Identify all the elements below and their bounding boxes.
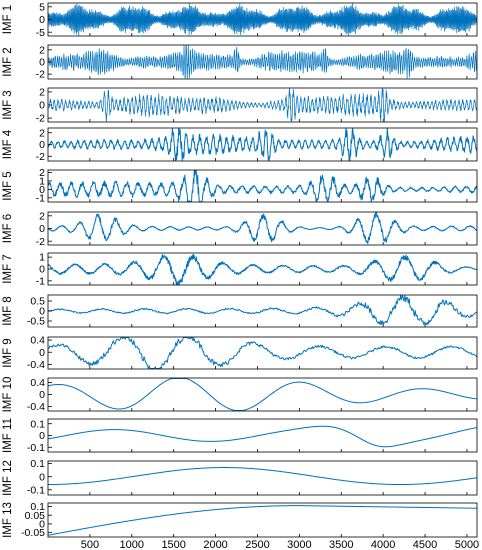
y-tick-label: 0 [39, 430, 45, 442]
imf-label: IMF 9 [2, 338, 14, 367]
panel-frame [47, 418, 478, 453]
y-tick-label: -2 [36, 113, 45, 125]
panel-frame [47, 502, 478, 538]
imf-panel-3: 20-2 IMF 3 [2, 87, 478, 125]
imf-label: IMF 5 [2, 171, 14, 200]
x-tick-label: 2500 [245, 539, 269, 550]
y-tick-label: 2 [39, 44, 45, 56]
y-tick-label: 0 [39, 471, 45, 483]
imf-label: IMF 3 [2, 90, 14, 119]
imf-signal-line [48, 378, 477, 411]
imf-panel-7: 10-1 IMF 7 [2, 252, 478, 287]
imf-signal-line [48, 337, 477, 369]
y-tick-label: -0.4 [27, 359, 45, 371]
imf-label: IMF 13 [2, 502, 14, 538]
imf-label: IMF 4 [2, 129, 14, 159]
y-tick-label: 0 [39, 139, 45, 151]
imf-label: IMF 8 [2, 296, 14, 325]
x-tick-label: 4000 [371, 539, 395, 550]
imf-signal-line [48, 128, 477, 161]
y-tick-label: 0 [39, 519, 45, 531]
y-tick-label: 0.5 [30, 296, 45, 308]
y-tick-label: -2 [36, 69, 45, 81]
imf-panel-10: 0.40-0.4 IMF 10 [2, 377, 478, 413]
y-tick-label: 0.4 [30, 377, 45, 389]
imf-panel-11: 0.10-0.1 IMF 11 [2, 418, 478, 454]
y-tick-label: 0 [39, 389, 45, 401]
y-tick-label: -2 [36, 151, 45, 163]
y-tick-label: 0.1 [30, 418, 45, 430]
imf-signal-line [48, 3, 477, 36]
y-tick-label: -0.4 [27, 401, 45, 413]
y-tick-label: 1 [39, 176, 45, 188]
y-tick-label: 2 [39, 167, 45, 179]
y-tick-label: -0.1 [27, 484, 45, 496]
imf-signal-line [48, 212, 477, 245]
imf-signal-line [48, 88, 477, 122]
y-tick-label: 0.1 [30, 501, 45, 513]
y-tick-label: -5 [36, 27, 45, 39]
y-tick-label: -0.05 [21, 527, 45, 539]
y-tick-label: 2 [39, 127, 45, 139]
y-tick-label: 0 [39, 14, 45, 26]
y-tick-label: 0 [39, 347, 45, 359]
x-tick-label: 2000 [203, 539, 227, 550]
imf-label: IMF 12 [2, 460, 14, 496]
x-tick-label: 1000 [120, 539, 144, 550]
y-tick-label: -0.1 [27, 442, 45, 454]
y-tick-label: 0.4 [30, 335, 45, 347]
imf-panel-6: 20-2 IMF 6 [2, 210, 478, 248]
imf-signal-line [48, 45, 477, 79]
imf-panel-12: 0.10-0.1 IMF 12 [2, 458, 478, 496]
imf-panel-13: 0.10.050-0.05 IMF 13 [2, 501, 478, 539]
imf-panel-2: 20-2 IMF 2 [2, 44, 478, 81]
imf-panel-5: 210-1 IMF 5 [2, 167, 478, 204]
y-tick-label: 0 [39, 264, 45, 276]
y-tick-label: -1 [36, 192, 45, 204]
panel-frame [47, 169, 478, 203]
y-tick-label: -2 [36, 236, 45, 248]
y-tick-label: 2 [39, 210, 45, 222]
imf-panel-9: 0.40-0.4 IMF 9 [2, 335, 478, 371]
y-tick-label: -0.5 [27, 316, 45, 328]
y-tick-label: 1 [39, 252, 45, 264]
y-tick-label: 0.1 [30, 458, 45, 470]
imf-label: IMF 10 [2, 377, 14, 413]
y-tick-label: 0 [39, 184, 45, 196]
imf-signal-line [48, 425, 477, 448]
imf-signal-line [48, 170, 477, 202]
y-tick-label: 0 [39, 100, 45, 112]
imf-label: IMF 6 [2, 214, 14, 243]
imf-label: IMF 11 [2, 418, 14, 453]
y-tick-label: 0 [39, 223, 45, 235]
imf-signal-line [48, 467, 477, 486]
x-tick-label: 3500 [329, 539, 353, 550]
imf-panel-8: 0.50-0.5 IMF 8 [2, 294, 478, 328]
x-axis: 500 1000 1500 2000 2500 3000 3500 4000 4500 5000 [81, 539, 479, 550]
x-tick-label: 500 [81, 539, 99, 550]
imf-panel-1: 50-5 IMF 1 [2, 1, 478, 39]
y-tick-label: 0 [39, 306, 45, 318]
imf-label: IMF 2 [2, 47, 14, 76]
imf-label: IMF 1 [2, 5, 14, 34]
x-tick-label: 1500 [161, 539, 185, 550]
x-tick-label: 5000 [455, 539, 479, 550]
imf-signal-line [48, 295, 477, 326]
imf-label: IMF 7 [2, 254, 14, 283]
imf-panel-4: 20-2 IMF 4 [2, 127, 478, 163]
x-tick-label: 4500 [413, 539, 437, 550]
y-tick-label: 0 [39, 57, 45, 69]
y-tick-label: 2 [39, 87, 45, 99]
y-tick-label: 0.05 [25, 510, 46, 522]
y-tick-label: 5 [39, 1, 45, 13]
panel-frame [47, 377, 478, 412]
imf-signal-line [48, 253, 477, 285]
panel-frame [47, 87, 478, 123]
x-tick-label: 3000 [287, 539, 311, 550]
panel-frame [47, 336, 478, 370]
panel-frame [47, 460, 478, 496]
imf-signal-line [48, 505, 477, 536]
y-tick-label: -1 [36, 275, 45, 287]
